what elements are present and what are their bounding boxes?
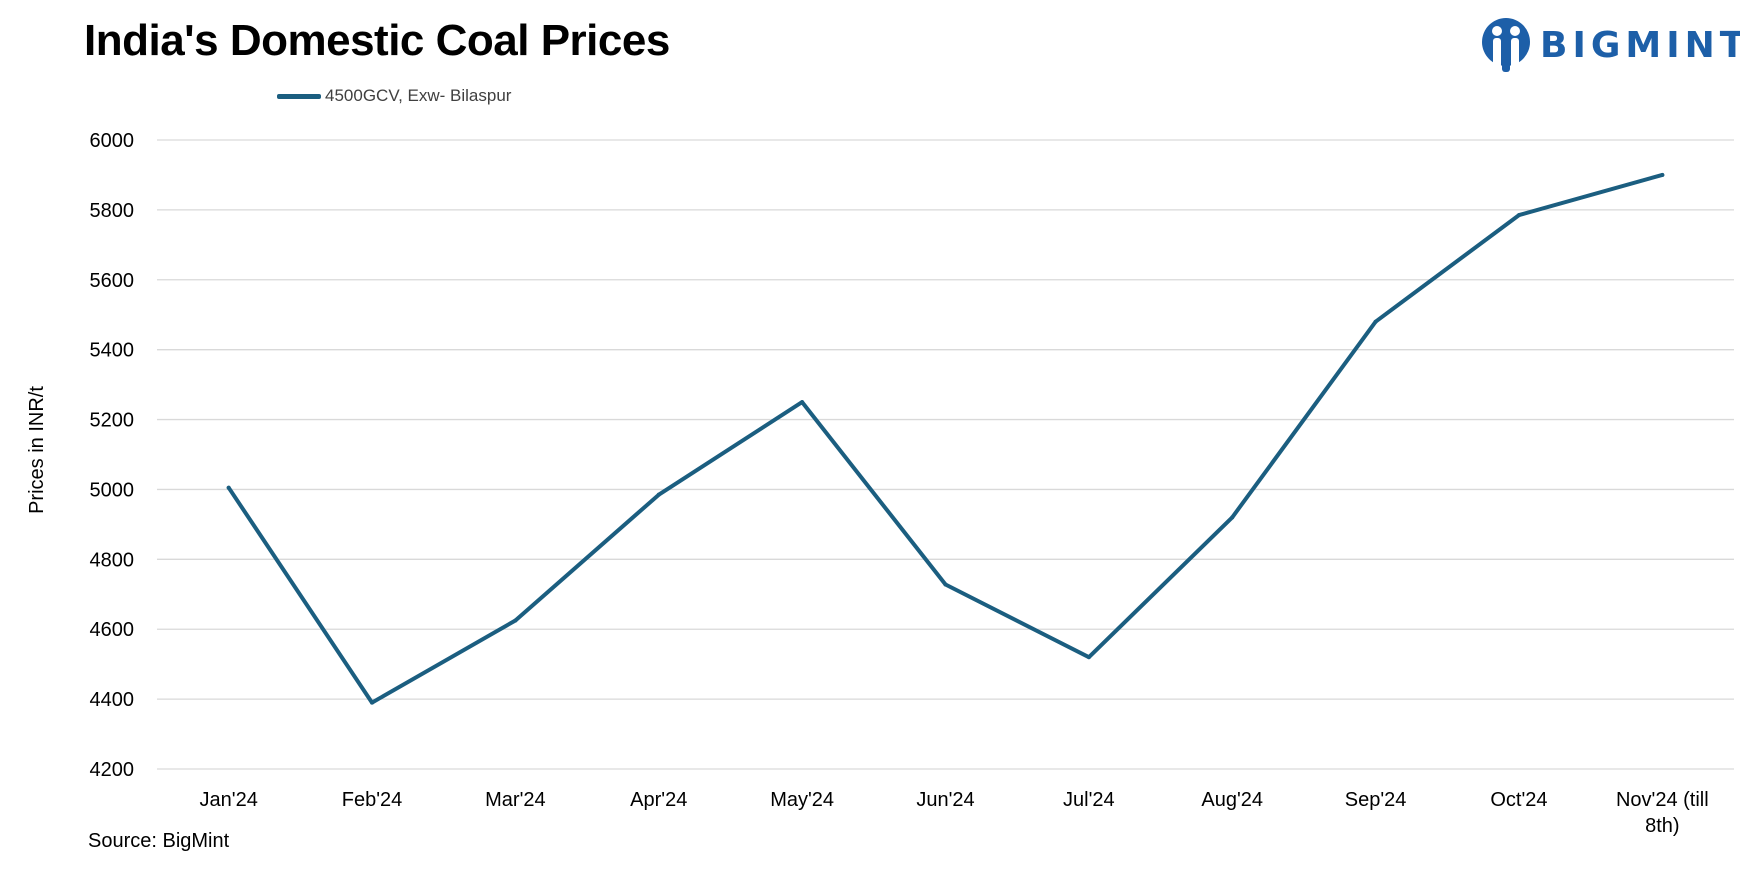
data-point <box>1660 172 1665 177</box>
gridlines <box>157 139 1734 770</box>
series-line <box>226 172 1665 705</box>
y-tick-label: 4400 <box>90 689 135 711</box>
y-tick-label: 5000 <box>90 479 135 501</box>
x-tick-label: Nov'24 (till 8th) <box>1616 789 1709 837</box>
bigmint-logo: BIGMINT <box>1480 16 1740 74</box>
data-point <box>800 400 805 405</box>
x-axis-ticks: Jan'24 Feb'24 Mar'24 Apr'24 May'24 Jun'24 Jul'… <box>200 789 1709 837</box>
bigmint-logo-text: BIGMINT <box>1540 24 1740 66</box>
y-axis-ticks: 4200 4400 4600 4800 5000 5200 5400 5600 5800 6000 <box>90 130 135 781</box>
y-tick-label: 5200 <box>90 410 135 432</box>
data-point <box>1516 213 1521 218</box>
bigmint-logo-icon <box>1482 18 1530 72</box>
x-tick-label: Oct'24 <box>1490 789 1547 811</box>
x-tick-label: May'24 <box>770 789 834 811</box>
y-tick-label: 5400 <box>90 340 135 362</box>
chart-legend: 4500GCV, Exw- Bilaspur <box>277 86 511 106</box>
legend-swatch <box>277 93 321 99</box>
x-tick-label: Jun'24 <box>916 789 974 811</box>
chart-title: India's Domestic Coal Prices <box>84 16 670 65</box>
x-tick-label: Sep'24 <box>1345 789 1407 811</box>
series-layer <box>226 172 1665 705</box>
y-axis-label: Prices in INR/t <box>26 386 48 514</box>
x-tick-label: Apr'24 <box>630 789 687 811</box>
source-note: Source: BigMint <box>88 830 230 852</box>
x-tick-label: Aug'24 <box>1201 789 1263 811</box>
legend-label: 4500GCV, Exw- Bilaspur <box>325 86 512 105</box>
y-tick-label: 5800 <box>90 200 135 222</box>
y-tick-label: 4800 <box>90 549 135 571</box>
y-tick-label: 5600 <box>90 270 135 292</box>
y-tick-label: 4200 <box>90 759 135 781</box>
y-tick-label: 6000 <box>90 130 135 152</box>
data-point <box>226 485 231 490</box>
data-point <box>513 618 518 623</box>
data-point <box>1230 515 1235 520</box>
data-point <box>1373 319 1378 324</box>
data-point <box>943 582 948 587</box>
y-tick-label: 4600 <box>90 619 135 641</box>
x-tick-label: Feb'24 <box>342 789 403 811</box>
x-tick-label: Jan'24 <box>200 789 258 811</box>
data-point <box>370 700 375 705</box>
x-tick-label: Jul'24 <box>1063 789 1115 811</box>
data-point <box>656 492 661 497</box>
x-tick-label: Mar'24 <box>485 789 546 811</box>
data-point <box>1086 655 1091 660</box>
